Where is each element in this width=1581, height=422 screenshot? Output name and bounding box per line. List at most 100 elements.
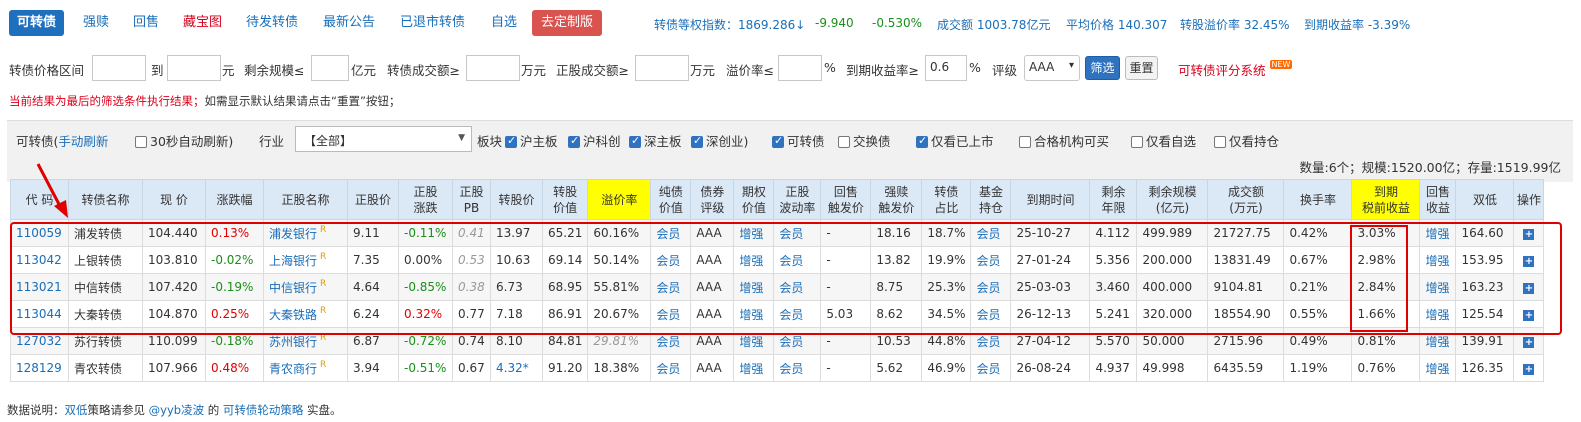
auto-refresh-checkbox[interactable] — [135, 136, 147, 148]
column-header[interactable]: 转债 占比 — [921, 179, 972, 220]
tab-forced-redemption[interactable]: 强赎 — [83, 15, 110, 30]
tab-treasure-map[interactable]: 藏宝图 — [183, 15, 223, 30]
board-gem[interactable]: 深创业) — [691, 131, 748, 150]
column-header[interactable]: 纯债 价值 — [650, 179, 692, 220]
table-cell[interactable]: 增强 — [733, 246, 775, 274]
table-row[interactable]: 113021 中信转债 107.420 -0.19% 中信银行 R 4.64 -0.85% 0.… — [10, 273, 1545, 301]
operation-cell[interactable]: + — [1513, 327, 1545, 355]
add-to-watchlist-icon[interactable]: + — [1523, 256, 1535, 267]
column-header[interactable]: 转股价 — [490, 179, 543, 220]
table-cell[interactable]: 会员 — [970, 219, 1012, 247]
column-header[interactable]: 正股 PB — [452, 179, 491, 220]
table-row[interactable]: 113044 大秦转债 104.870 0.25% 大秦铁路 R 6.24 0.32% 0.77… — [10, 300, 1545, 328]
table-cell[interactable]: 青农商行 R — [263, 354, 348, 382]
column-header[interactable]: 到期 税前收益 — [1351, 179, 1421, 220]
table-cell[interactable]: 增强 — [1419, 327, 1457, 355]
table-cell[interactable]: 会员 — [773, 327, 822, 355]
table-cell[interactable]: 128129 — [10, 354, 69, 382]
table-cell[interactable]: 会员 — [650, 246, 692, 274]
board-sh-main[interactable]: 沪主板 — [505, 131, 558, 150]
column-header[interactable]: 债券 评级 — [690, 179, 735, 220]
table-cell[interactable]: 增强 — [1419, 354, 1457, 382]
table-cell[interactable]: 增强 — [1419, 300, 1457, 328]
table-cell[interactable]: 增强 — [1419, 273, 1457, 301]
qualified-option[interactable]: 合格机构可买 — [1019, 131, 1109, 150]
column-header[interactable]: 溢价率 — [587, 179, 652, 220]
table-cell[interactable]: 会员 — [773, 300, 822, 328]
column-header[interactable]: 转股 价值 — [541, 179, 589, 220]
premium-input[interactable] — [778, 55, 822, 81]
table-cell[interactable]: 会员 — [970, 354, 1012, 382]
tab-delisted[interactable]: 已退市转债 — [400, 15, 466, 30]
table-cell[interactable]: 127032 — [10, 327, 69, 355]
sh-main-checkbox[interactable] — [505, 134, 517, 148]
column-header[interactable]: 期权 价值 — [733, 179, 775, 220]
ytm-input[interactable]: 0.6 — [925, 55, 967, 81]
my-hold-option[interactable]: 仅看持仓 — [1214, 131, 1279, 150]
column-header[interactable]: 正股名称 — [263, 179, 348, 220]
table-cell[interactable]: 会员 — [773, 273, 822, 301]
table-cell[interactable]: 会员 — [773, 354, 822, 382]
stock-turnover-input[interactable] — [635, 55, 689, 81]
listed-only-option[interactable]: 仅看已上市 — [916, 131, 994, 150]
table-cell[interactable]: 会员 — [650, 300, 692, 328]
rotation-strategy-link[interactable]: 可转债轮动策略 — [222, 403, 304, 417]
column-header[interactable]: 强赎 触发价 — [870, 179, 923, 220]
operation-cell[interactable]: + — [1513, 354, 1545, 382]
table-cell[interactable]: 增强 — [733, 327, 775, 355]
auto-refresh-option[interactable]: 30秒自动刷新) — [135, 131, 233, 150]
qualified-checkbox[interactable] — [1019, 136, 1031, 148]
column-header[interactable]: 现 价 — [142, 179, 206, 220]
board-star[interactable]: 沪科创 — [568, 131, 621, 150]
manual-refresh-link[interactable]: 手动刷新 — [58, 134, 109, 149]
tab-convertible-bonds[interactable]: 可转债 — [9, 10, 65, 36]
add-to-watchlist-icon[interactable]: + — [1523, 283, 1535, 294]
table-cell[interactable]: 增强 — [733, 300, 775, 328]
column-header[interactable]: 正股 涨跌 — [398, 179, 453, 220]
cb-turnover-input[interactable] — [466, 55, 520, 81]
table-cell[interactable]: 会员 — [970, 300, 1012, 328]
table-cell[interactable]: 增强 — [1419, 246, 1457, 274]
sz-main-checkbox[interactable] — [629, 134, 641, 148]
reset-button[interactable]: 重置 — [1125, 56, 1158, 80]
table-row[interactable]: 127032 苏行转债 110.099 -0.18% 苏州银行 R 6.87 -0.72% 0.… — [10, 327, 1545, 355]
table-row[interactable]: 113042 上银转债 103.810 -0.02% 上海银行 R 7.35 0.00% 0.5… — [10, 246, 1545, 274]
table-cell[interactable]: 会员 — [650, 354, 692, 382]
operation-cell[interactable]: + — [1513, 246, 1545, 274]
column-header[interactable]: 涨跌幅 — [205, 179, 264, 220]
column-header[interactable]: 回售 收益 — [1419, 179, 1457, 220]
column-header[interactable]: 换手率 — [1283, 179, 1353, 220]
double-low-link[interactable]: 双低 — [64, 403, 88, 417]
tab-latest-announcements[interactable]: 最新公告 — [323, 15, 376, 30]
price-max-input[interactable] — [167, 55, 221, 81]
table-cell[interactable]: 增强 — [733, 273, 775, 301]
table-cell[interactable]: 113044 — [10, 300, 69, 328]
add-to-watchlist-icon[interactable]: + — [1523, 337, 1535, 348]
operation-cell[interactable]: + — [1513, 300, 1545, 328]
table-row[interactable]: 128129 青农转债 107.966 0.48% 青农商行 R 3.94 -0.51% 0.6… — [10, 354, 1545, 382]
column-header[interactable]: 正股价 — [347, 179, 399, 220]
score-system-link[interactable]: 可转债评分系统 NEW — [1178, 60, 1293, 79]
industry-select[interactable]: 【全部】 ▼ — [295, 126, 472, 152]
eb-checkbox[interactable] — [838, 136, 850, 148]
column-header[interactable]: 正股 波动率 — [773, 179, 822, 220]
board-sz-main[interactable]: 深主板 — [629, 131, 682, 150]
custom-version-button[interactable]: 去定制版 — [532, 10, 603, 36]
table-cell[interactable]: 会员 — [970, 327, 1012, 355]
table-cell[interactable]: 中信银行 R — [263, 273, 348, 301]
tab-put-back[interactable]: 回售 — [133, 15, 160, 30]
add-to-watchlist-icon[interactable]: + — [1523, 229, 1535, 240]
my-select-checkbox[interactable] — [1131, 136, 1143, 148]
table-cell[interactable]: 增强 — [733, 354, 775, 382]
operation-cell[interactable]: + — [1513, 273, 1545, 301]
column-header[interactable]: 回售 触发价 — [820, 179, 872, 220]
add-to-watchlist-icon[interactable]: + — [1523, 364, 1535, 375]
table-cell[interactable]: 大秦铁路 R — [263, 300, 348, 328]
my-hold-checkbox[interactable] — [1214, 136, 1226, 148]
add-to-watchlist-icon[interactable]: + — [1523, 310, 1535, 321]
table-cell[interactable]: 会员 — [970, 246, 1012, 274]
my-select-option[interactable]: 仅看自选 — [1131, 131, 1196, 150]
listed-only-checkbox[interactable] — [916, 134, 928, 148]
gem-checkbox[interactable] — [691, 134, 703, 148]
table-cell[interactable]: 浦发银行 R — [263, 219, 348, 247]
